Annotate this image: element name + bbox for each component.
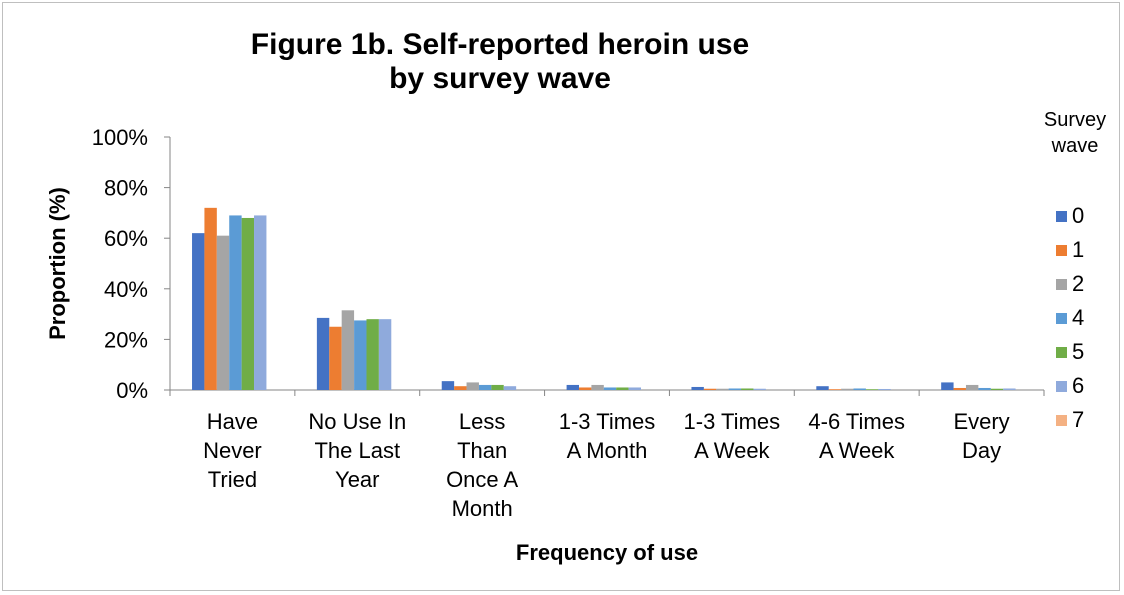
legend-label: 4 — [1072, 305, 1085, 330]
bar-wave-4-cat-6 — [978, 387, 991, 390]
legend-label: 0 — [1072, 203, 1085, 228]
y-tick-label: 60% — [104, 226, 148, 251]
bar-wave-6-cat-0 — [254, 215, 267, 390]
bar-wave-0-cat-4 — [691, 386, 704, 390]
legend-title-line1: Survey — [1043, 109, 1107, 131]
legend-label: 7 — [1072, 407, 1085, 432]
chart-title: Figure 1b. Self-reported heroin use by s… — [0, 28, 1000, 96]
legend-title: Survey wave — [1030, 107, 1120, 159]
bar-wave-6-cat-3 — [628, 387, 641, 390]
bar-wave-1-cat-5 — [828, 389, 842, 390]
bar-wave-1-cat-4 — [703, 388, 717, 390]
bar-wave-1-cat-1 — [329, 326, 342, 390]
legend-title-line2: wave — [1051, 135, 1099, 157]
bar-wave-6-cat-5 — [878, 388, 891, 390]
bar-wave-5-cat-5 — [865, 389, 879, 390]
y-tick-label: 40% — [104, 277, 148, 302]
chart-title-line2: by survey wave — [389, 62, 611, 95]
bar-wave-6-cat-1 — [378, 319, 392, 390]
y-tick-label: 100% — [92, 125, 148, 150]
bar-wave-4-cat-0 — [229, 215, 242, 390]
bar-wave-2-cat-6 — [965, 384, 979, 390]
chart-title-line1: Figure 1b. Self-reported heroin use — [250, 28, 750, 61]
bar-wave-0-cat-3 — [566, 384, 579, 390]
x-category-label: No Use In The Last Year — [308, 409, 406, 492]
x-category-label: 1-3 Times A Week — [684, 409, 781, 463]
bar-wave-5-cat-4 — [741, 388, 754, 390]
bar-wave-4-cat-2 — [478, 384, 492, 390]
legend-label: 5 — [1072, 339, 1085, 364]
bar-wave-5-cat-0 — [241, 217, 255, 390]
bar-wave-6-cat-4 — [753, 388, 766, 390]
y-axis-title: Proportion (%) — [45, 187, 70, 340]
y-tick-label: 80% — [104, 176, 148, 201]
x-category-label: Have Never Tried — [203, 409, 262, 492]
bar-wave-0-cat-6 — [941, 382, 954, 390]
bar-wave-4-cat-1 — [354, 320, 367, 390]
legend-label: 2 — [1072, 271, 1085, 296]
bar-wave-5-cat-6 — [990, 388, 1004, 390]
bar-wave-1-cat-0 — [204, 207, 217, 390]
bar-wave-2-cat-4 — [716, 388, 729, 390]
x-category-label: Every Day — [953, 409, 1009, 463]
legend-label: 6 — [1072, 373, 1085, 398]
legend-swatch — [1056, 245, 1067, 256]
bar-wave-0-cat-5 — [816, 386, 829, 390]
bar-wave-5-cat-3 — [616, 387, 629, 390]
x-category-label: 4-6 Times A Week — [808, 409, 905, 463]
bar-wave-6-cat-6 — [1003, 388, 1016, 390]
bar-wave-2-cat-1 — [341, 310, 355, 390]
legend-swatch — [1056, 313, 1067, 324]
bar-wave-6-cat-2 — [503, 386, 517, 390]
legend-swatch — [1056, 347, 1067, 358]
bar-wave-5-cat-2 — [491, 384, 504, 390]
bar-wave-1-cat-3 — [579, 387, 592, 390]
legend-swatch — [1056, 415, 1067, 426]
bar-wave-2-cat-0 — [216, 235, 230, 390]
bar-wave-2-cat-5 — [841, 388, 854, 390]
bar-wave-4-cat-4 — [728, 388, 742, 390]
legend-label: 1 — [1072, 237, 1085, 262]
x-category-label: 1-3 Times A Month — [559, 409, 656, 463]
legend-swatch — [1056, 279, 1067, 290]
bar-wave-5-cat-1 — [366, 319, 379, 390]
y-tick-label: 0% — [116, 378, 148, 403]
bar-wave-0-cat-1 — [316, 317, 330, 390]
bar-wave-0-cat-0 — [192, 233, 205, 390]
legend-swatch — [1056, 381, 1067, 392]
y-tick-label: 20% — [104, 327, 148, 352]
bar-wave-4-cat-3 — [603, 387, 617, 390]
bar-wave-2-cat-2 — [466, 382, 479, 390]
bar-wave-2-cat-3 — [591, 384, 604, 390]
bar-wave-4-cat-5 — [853, 388, 866, 390]
bar-wave-0-cat-2 — [441, 381, 455, 390]
x-axis-title: Frequency of use — [516, 540, 698, 565]
legend-swatch — [1056, 211, 1067, 222]
bar-wave-1-cat-2 — [454, 386, 467, 390]
bar-wave-1-cat-6 — [953, 387, 966, 390]
x-category-label: Less Than Once A Month — [446, 409, 518, 521]
